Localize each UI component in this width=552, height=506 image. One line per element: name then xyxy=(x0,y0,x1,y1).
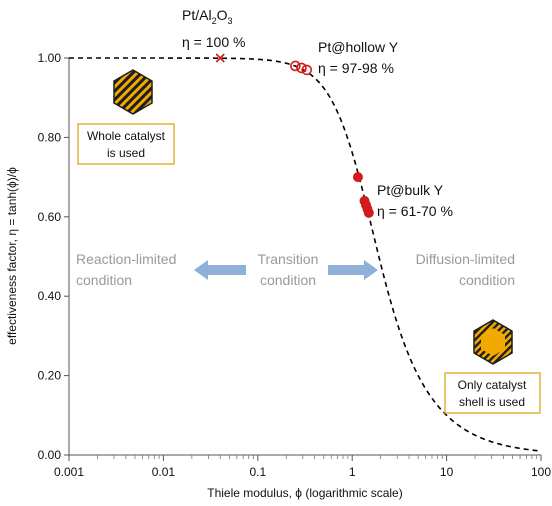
y-tick-label: 0.00 xyxy=(38,448,62,462)
y-tick-label: 0.80 xyxy=(38,130,62,144)
pt-al2o3-o: O xyxy=(217,7,228,23)
y-tick-label: 0.40 xyxy=(38,289,62,303)
x-minor-ticks xyxy=(97,455,538,459)
y-axis-title: effectiveness factor, η = tanh(ϕ)/ϕ xyxy=(5,167,19,345)
whole-catalyst-line2: is used xyxy=(107,146,145,160)
pt-bulk-marker xyxy=(363,207,374,218)
y-tick-label: 0.20 xyxy=(38,369,62,383)
pt-hollow-marker xyxy=(301,64,313,76)
pt-al2o3-sub-3: 3 xyxy=(227,16,232,26)
hatched-hexagon-icon xyxy=(113,69,153,115)
shell-catalyst-line1: Only catalyst xyxy=(458,378,527,392)
x-axis-title: Thiele modulus, ϕ (logarithmic scale) xyxy=(207,486,402,500)
shell-catalyst-line2: shell is used xyxy=(459,395,525,409)
shell-hexagon-core-icon xyxy=(481,328,505,356)
hollow-name: Pt@hollow Y xyxy=(318,39,399,55)
left-arrow-icon xyxy=(194,260,246,280)
whole-catalyst-line1: Whole catalyst xyxy=(87,129,166,143)
bulk-name: Pt@bulk Y xyxy=(377,182,444,198)
diffusion-limited-line2: condition xyxy=(459,272,515,288)
pt-bulk-marker xyxy=(352,172,363,183)
pt-hollow-marker xyxy=(290,60,301,72)
transition-line2: condition xyxy=(260,272,316,288)
y-tick-labels: 0.00 0.20 0.40 0.60 0.80 1.00 xyxy=(38,51,62,462)
reaction-limited-line2: condition xyxy=(76,272,132,288)
pt-al2o3-eta: η = 100 % xyxy=(182,34,245,50)
x-tick-label: 0.1 xyxy=(249,465,266,479)
y-tick-label: 0.60 xyxy=(38,210,62,224)
pt-al2o3-sub-2: 2 xyxy=(212,16,217,26)
hollow-eta: η = 97-98 % xyxy=(318,60,394,76)
reaction-limited-line1: Reaction-limited xyxy=(76,251,176,267)
transition-line1: Transition xyxy=(258,251,319,267)
x-tick-labels: 0.001 0.01 0.1 1 10 100 xyxy=(54,465,551,479)
x-tick-label: 0.01 xyxy=(152,465,176,479)
shell-catalyst-box xyxy=(444,372,541,414)
pt-al2o3-marker xyxy=(215,53,225,63)
right-arrow-icon xyxy=(328,260,378,280)
x-major-ticks xyxy=(68,455,542,461)
y-tick-label: 1.00 xyxy=(38,51,62,65)
pt-al2o3-name: Pt/Al xyxy=(182,7,212,23)
y-ticks xyxy=(64,57,69,456)
pt-hollow-marker xyxy=(296,62,307,74)
whole-catalyst-box xyxy=(77,123,175,165)
diffusion-limited-line1: Diffusion-limited xyxy=(416,251,515,267)
data-markers xyxy=(215,53,374,218)
x-tick-label: 100 xyxy=(531,465,551,479)
pt-al2o3-label: Pt/Al2O3 xyxy=(182,7,233,26)
x-tick-label: 10 xyxy=(440,465,454,479)
x-tick-label: 0.001 xyxy=(54,465,84,479)
bulk-eta: η = 61-70 % xyxy=(377,203,453,219)
x-tick-label: 1 xyxy=(349,465,356,479)
